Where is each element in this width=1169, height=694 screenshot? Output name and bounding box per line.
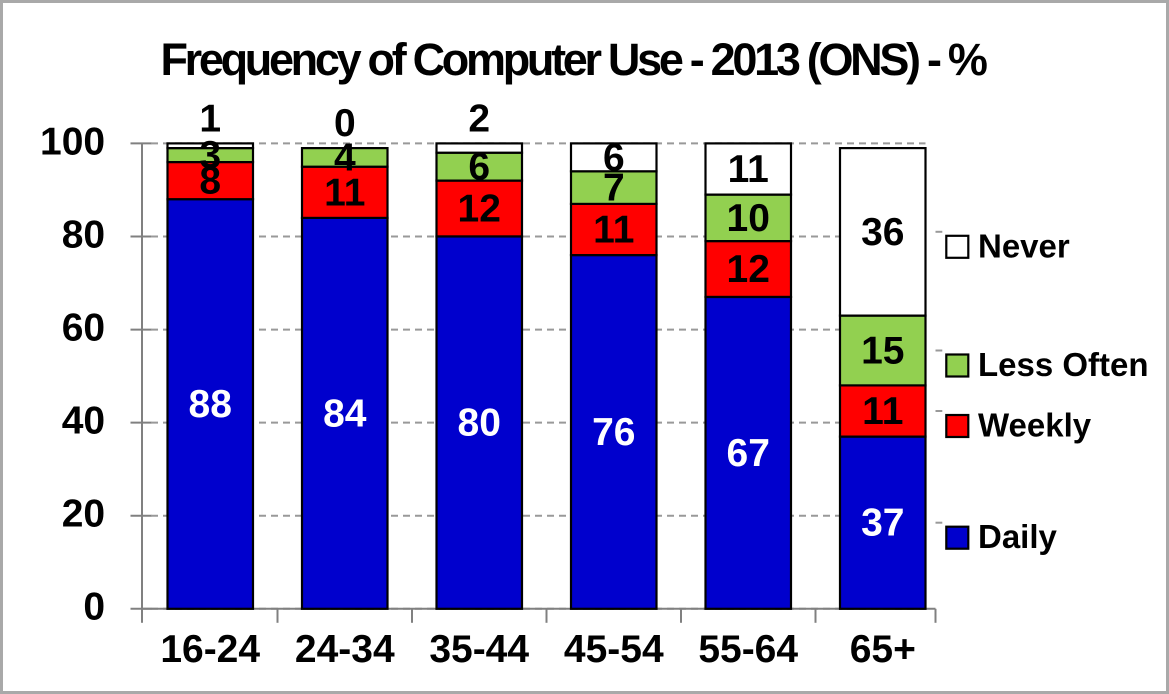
svg-text:55-64: 55-64 <box>698 628 798 671</box>
svg-text:Never: Never <box>978 227 1070 264</box>
svg-text:11: 11 <box>862 390 903 433</box>
svg-text:3: 3 <box>199 134 221 177</box>
svg-text:11: 11 <box>728 148 769 191</box>
svg-text:2: 2 <box>468 97 490 140</box>
svg-text:80: 80 <box>62 213 105 256</box>
svg-text:Less Often: Less Often <box>978 346 1149 383</box>
svg-text:100: 100 <box>40 120 105 163</box>
svg-text:0: 0 <box>83 586 105 629</box>
svg-text:12: 12 <box>727 248 770 291</box>
svg-text:20: 20 <box>62 493 105 536</box>
svg-text:84: 84 <box>323 392 367 435</box>
svg-text:67: 67 <box>727 432 770 475</box>
svg-text:35-44: 35-44 <box>429 628 529 671</box>
svg-text:60: 60 <box>62 307 105 350</box>
svg-text:15: 15 <box>861 330 904 373</box>
svg-text:80: 80 <box>458 402 501 445</box>
svg-text:12: 12 <box>458 188 501 231</box>
svg-text:36: 36 <box>861 211 904 254</box>
svg-text:88: 88 <box>189 383 232 426</box>
svg-text:10: 10 <box>727 197 770 240</box>
svg-text:40: 40 <box>62 400 105 443</box>
svg-text:Weekly: Weekly <box>978 407 1092 444</box>
svg-text:16-24: 16-24 <box>160 628 260 671</box>
svg-text:0: 0 <box>334 102 356 145</box>
svg-text:24-34: 24-34 <box>295 628 395 671</box>
svg-text:11: 11 <box>593 209 634 252</box>
svg-text:45-54: 45-54 <box>564 628 664 671</box>
svg-text:76: 76 <box>592 411 635 454</box>
svg-text:Daily: Daily <box>978 518 1058 555</box>
svg-text:37: 37 <box>861 502 904 545</box>
svg-text:1: 1 <box>199 97 221 140</box>
svg-text:6: 6 <box>468 146 490 189</box>
svg-text:6: 6 <box>603 136 625 179</box>
svg-text:65+: 65+ <box>850 628 916 671</box>
